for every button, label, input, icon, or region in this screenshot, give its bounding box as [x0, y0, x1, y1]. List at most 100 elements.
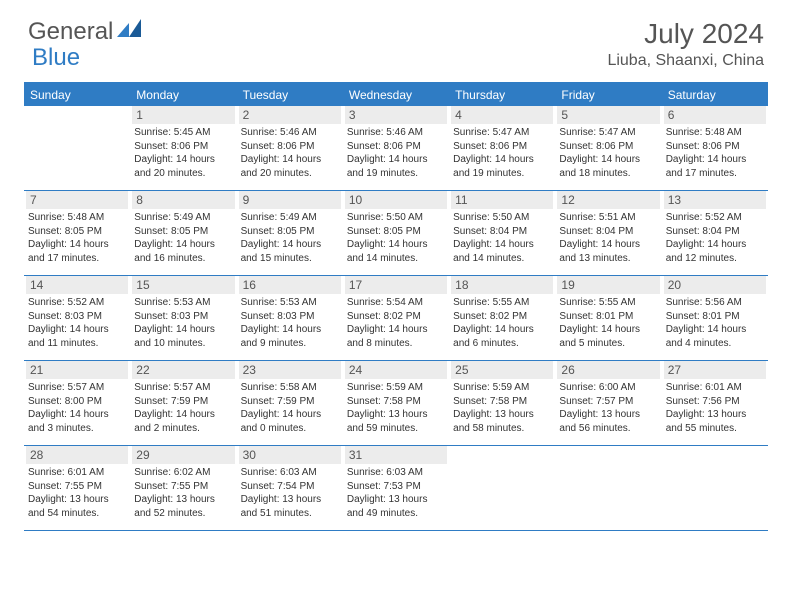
sunrise-text: Sunrise: 5:55 AM: [559, 296, 657, 310]
day-info: Sunrise: 5:55 AMSunset: 8:02 PMDaylight:…: [451, 296, 553, 350]
daylight-text: Daylight: 14 hours and 10 minutes.: [134, 323, 232, 350]
day-info: Sunrise: 5:55 AMSunset: 8:01 PMDaylight:…: [557, 296, 659, 350]
sunset-text: Sunset: 8:06 PM: [134, 140, 232, 154]
daylight-text: Daylight: 14 hours and 11 minutes.: [28, 323, 126, 350]
sunrise-text: Sunrise: 5:57 AM: [28, 381, 126, 395]
day-info: Sunrise: 5:47 AMSunset: 8:06 PMDaylight:…: [451, 126, 553, 180]
daylight-text: Daylight: 13 hours and 52 minutes.: [134, 493, 232, 520]
sunrise-text: Sunrise: 6:03 AM: [241, 466, 339, 480]
day-number: 1: [132, 106, 234, 124]
sunrise-text: Sunrise: 6:00 AM: [559, 381, 657, 395]
header: General July 2024 Liuba, Shaanxi, China: [0, 0, 792, 78]
sunset-text: Sunset: 8:01 PM: [559, 310, 657, 324]
calendar-cell: 13Sunrise: 5:52 AMSunset: 8:04 PMDayligh…: [662, 191, 768, 275]
day-info: Sunrise: 5:47 AMSunset: 8:06 PMDaylight:…: [557, 126, 659, 180]
daylight-text: Daylight: 14 hours and 17 minutes.: [28, 238, 126, 265]
sunset-text: Sunset: 8:03 PM: [134, 310, 232, 324]
sunrise-text: Sunrise: 5:49 AM: [134, 211, 232, 225]
sunset-text: Sunset: 8:05 PM: [241, 225, 339, 239]
sunrise-text: Sunrise: 6:01 AM: [28, 466, 126, 480]
sunset-text: Sunset: 8:02 PM: [347, 310, 445, 324]
daylight-text: Daylight: 13 hours and 58 minutes.: [453, 408, 551, 435]
sunset-text: Sunset: 7:53 PM: [347, 480, 445, 494]
day-header: Sunday: [24, 84, 130, 106]
calendar-cell: 19Sunrise: 5:55 AMSunset: 8:01 PMDayligh…: [555, 276, 661, 360]
daylight-text: Daylight: 14 hours and 14 minutes.: [347, 238, 445, 265]
calendar-cell: 22Sunrise: 5:57 AMSunset: 7:59 PMDayligh…: [130, 361, 236, 445]
daylight-text: Daylight: 13 hours and 51 minutes.: [241, 493, 339, 520]
daylight-text: Daylight: 14 hours and 20 minutes.: [241, 153, 339, 180]
sunset-text: Sunset: 8:01 PM: [666, 310, 764, 324]
calendar-cell: 7 Sunrise: 5:48 AMSunset: 8:05 PMDaylight…: [24, 191, 130, 275]
calendar-cell: 8Sunrise: 5:49 AMSunset: 8:05 PMDaylight…: [130, 191, 236, 275]
sunset-text: Sunset: 8:06 PM: [666, 140, 764, 154]
daylight-text: Daylight: 14 hours and 18 minutes.: [559, 153, 657, 180]
calendar-cell: 15Sunrise: 5:53 AMSunset: 8:03 PMDayligh…: [130, 276, 236, 360]
sunset-text: Sunset: 7:55 PM: [134, 480, 232, 494]
sunset-text: Sunset: 7:57 PM: [559, 395, 657, 409]
daylight-text: Daylight: 13 hours and 54 minutes.: [28, 493, 126, 520]
day-info: Sunrise: 5:48 AMSunset: 8:05 PMDaylight:…: [26, 211, 128, 265]
calendar-cell: 26Sunrise: 6:00 AMSunset: 7:57 PMDayligh…: [555, 361, 661, 445]
day-header: Friday: [555, 84, 661, 106]
day-number: 28: [26, 446, 128, 464]
page-title: July 2024: [607, 18, 764, 50]
calendar-cell: 25 Sunrise: 5:59 AMSunset: 7:58 PMDayligh…: [449, 361, 555, 445]
calendar-cell: 3Sunrise: 5:46 AMSunset: 8:06 PMDaylight…: [343, 106, 449, 190]
sunset-text: Sunset: 8:04 PM: [666, 225, 764, 239]
calendar: SundayMondayTuesdayWednesdayThursdayFrid…: [24, 82, 768, 531]
sunrise-text: Sunrise: 5:50 AM: [347, 211, 445, 225]
day-number: 25: [451, 361, 553, 379]
daylight-text: Daylight: 14 hours and 14 minutes.: [453, 238, 551, 265]
day-number: 7: [26, 191, 128, 209]
sunset-text: Sunset: 8:02 PM: [453, 310, 551, 324]
sunrise-text: Sunrise: 5:58 AM: [241, 381, 339, 395]
sunrise-text: Sunrise: 5:47 AM: [453, 126, 551, 140]
calendar-week: 14Sunrise: 5:52 AMSunset: 8:03 PMDayligh…: [24, 276, 768, 361]
sunset-text: Sunset: 8:04 PM: [559, 225, 657, 239]
day-info: Sunrise: 6:03 AMSunset: 7:53 PMDaylight:…: [345, 466, 447, 520]
day-info: Sunrise: 5:49 AMSunset: 8:05 PMDaylight:…: [239, 211, 341, 265]
day-info: Sunrise: 5:50 AMSunset: 8:04 PMDaylight:…: [451, 211, 553, 265]
daylight-text: Daylight: 14 hours and 4 minutes.: [666, 323, 764, 350]
calendar-cell: 18Sunrise: 5:55 AMSunset: 8:02 PMDayligh…: [449, 276, 555, 360]
daylight-text: Daylight: 13 hours and 59 minutes.: [347, 408, 445, 435]
day-info: Sunrise: 5:59 AMSunset: 7:58 PMDaylight:…: [451, 381, 553, 435]
calendar-cell: 12Sunrise: 5:51 AMSunset: 8:04 PMDayligh…: [555, 191, 661, 275]
day-info: Sunrise: 5:57 AMSunset: 8:00 PMDaylight:…: [26, 381, 128, 435]
calendar-cell: 31Sunrise: 6:03 AMSunset: 7:53 PMDayligh…: [343, 446, 449, 530]
calendar-cell: 10Sunrise: 5:50 AMSunset: 8:05 PMDayligh…: [343, 191, 449, 275]
day-info: Sunrise: 5:59 AMSunset: 7:58 PMDaylight:…: [345, 381, 447, 435]
day-number: 21: [26, 361, 128, 379]
day-number: 23: [239, 361, 341, 379]
day-headers-row: SundayMondayTuesdayWednesdayThursdayFrid…: [24, 84, 768, 106]
calendar-cell: 23 Sunrise: 5:58 AMSunset: 7:59 PMDayligh…: [237, 361, 343, 445]
daylight-text: Daylight: 14 hours and 17 minutes.: [666, 153, 764, 180]
calendar-cell: .: [449, 446, 555, 530]
location-text: Liuba, Shaanxi, China: [607, 52, 764, 70]
day-info: Sunrise: 5:48 AMSunset: 8:06 PMDaylight:…: [664, 126, 766, 180]
day-number: 22: [132, 361, 234, 379]
sunset-text: Sunset: 8:05 PM: [134, 225, 232, 239]
calendar-cell: 29Sunrise: 6:02 AMSunset: 7:55 PMDayligh…: [130, 446, 236, 530]
day-number: 30: [239, 446, 341, 464]
day-info: Sunrise: 5:58 AMSunset: 7:59 PMDaylight:…: [239, 381, 341, 435]
sunrise-text: Sunrise: 6:02 AM: [134, 466, 232, 480]
day-number: 6: [664, 106, 766, 124]
day-info: Sunrise: 5:51 AMSunset: 8:04 PMDaylight:…: [557, 211, 659, 265]
calendar-cell: 24Sunrise: 5:59 AMSunset: 7:58 PMDayligh…: [343, 361, 449, 445]
day-info: Sunrise: 6:00 AMSunset: 7:57 PMDaylight:…: [557, 381, 659, 435]
sunrise-text: Sunrise: 5:46 AM: [241, 126, 339, 140]
day-info: Sunrise: 6:02 AMSunset: 7:55 PMDaylight:…: [132, 466, 234, 520]
sunrise-text: Sunrise: 5:55 AM: [453, 296, 551, 310]
calendar-cell: 30Sunrise: 6:03 AMSunset: 7:54 PMDayligh…: [237, 446, 343, 530]
day-number: 4: [451, 106, 553, 124]
day-info: Sunrise: 5:50 AMSunset: 8:05 PMDaylight:…: [345, 211, 447, 265]
daylight-text: Daylight: 14 hours and 19 minutes.: [347, 153, 445, 180]
logo-text-1: General: [28, 18, 113, 46]
day-number: 2: [239, 106, 341, 124]
day-info: Sunrise: 5:53 AMSunset: 8:03 PMDaylight:…: [132, 296, 234, 350]
sunrise-text: Sunrise: 5:45 AM: [134, 126, 232, 140]
day-header: Wednesday: [343, 84, 449, 106]
daylight-text: Daylight: 13 hours and 55 minutes.: [666, 408, 764, 435]
